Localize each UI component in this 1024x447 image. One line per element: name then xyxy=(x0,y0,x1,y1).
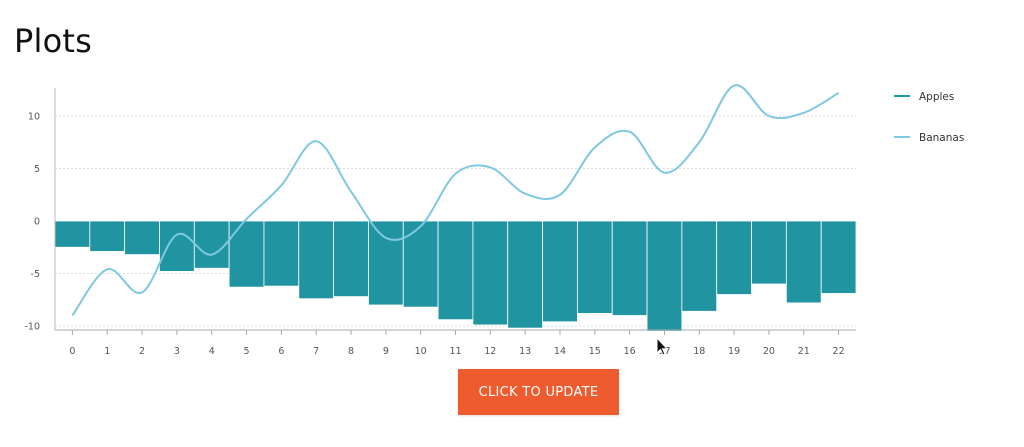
apples-bar xyxy=(333,220,369,297)
apples-bar xyxy=(54,220,91,248)
x-tick-label: 7 xyxy=(313,346,319,357)
apples-bar xyxy=(507,220,543,329)
bananas-line-layer xyxy=(71,84,840,317)
x-tick-label: 0 xyxy=(69,346,75,357)
x-tick-label: 12 xyxy=(484,346,496,357)
update-button[interactable]: CLICK TO UPDATE xyxy=(458,369,619,415)
apples-bar xyxy=(228,220,265,288)
apples-bar xyxy=(646,220,683,332)
apples-bar xyxy=(89,220,126,252)
apples-bar xyxy=(785,220,822,304)
apples-bar xyxy=(576,220,613,314)
apples-bar xyxy=(542,220,578,323)
apples-bar xyxy=(611,220,648,316)
x-tick-label: 5 xyxy=(244,346,250,357)
x-tick-label: 6 xyxy=(278,346,284,357)
x-tick-label: 15 xyxy=(589,346,601,357)
legend-item-label: Apples xyxy=(919,91,954,103)
apples-bar xyxy=(368,220,404,306)
apples-bar xyxy=(681,220,718,312)
x-tick-label: 22 xyxy=(833,346,845,357)
bananas-line xyxy=(71,84,840,317)
y-tick-label: -5 xyxy=(31,269,40,280)
x-tick-label: 4 xyxy=(209,346,215,357)
x-tick-label: 13 xyxy=(519,346,531,357)
y-tick-label: 5 xyxy=(34,164,40,175)
x-tick-label: 20 xyxy=(763,346,775,357)
mouse-cursor-icon xyxy=(656,337,669,356)
x-tick-label: 19 xyxy=(728,346,740,357)
x-tick-label: 2 xyxy=(139,346,145,357)
apples-bar xyxy=(263,220,300,287)
x-tick-label: 16 xyxy=(624,346,636,357)
x-tick-label: 17 xyxy=(658,346,670,357)
apples-bar xyxy=(159,220,195,272)
apples-bar xyxy=(820,220,857,294)
x-tick-label: 18 xyxy=(693,346,705,357)
apples-bar xyxy=(751,220,787,285)
apples-bar xyxy=(124,220,160,255)
x-tick-label: 3 xyxy=(174,346,180,357)
x-tick-label: 11 xyxy=(449,346,461,357)
x-tick-label: 8 xyxy=(348,346,354,357)
x-tick-label: 9 xyxy=(383,346,389,357)
apples-bar xyxy=(298,220,335,300)
y-tick-label: -10 xyxy=(24,322,40,333)
apples-bar xyxy=(716,220,752,295)
y-tick-label: 0 xyxy=(34,217,40,228)
x-tick-label: 10 xyxy=(415,346,427,357)
legend-item-label: Bananas xyxy=(919,132,964,144)
x-tick-label: 21 xyxy=(798,346,810,357)
page-title: Plots xyxy=(14,22,92,60)
legend[interactable]: Apples Bananas xyxy=(894,91,964,144)
apples-bars xyxy=(54,220,857,332)
apples-bar xyxy=(402,220,439,308)
apples-bar xyxy=(472,220,509,326)
y-tick-label: 10 xyxy=(28,112,40,123)
apples-bar xyxy=(437,220,474,321)
x-tick-label: 1 xyxy=(104,346,110,357)
x-tick-label: 14 xyxy=(554,346,566,357)
apples-bar xyxy=(193,220,230,269)
